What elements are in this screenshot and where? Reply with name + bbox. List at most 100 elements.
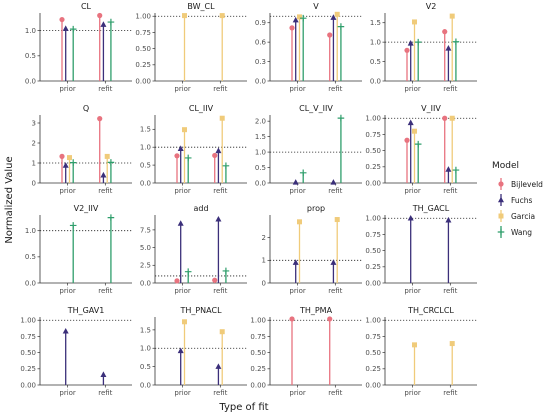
panel-cl: CL 0.0 0.5 1.0 prior refit (25, 2, 132, 93)
point-bijleveld-refit (212, 152, 218, 159)
point-garcia-refit (104, 153, 110, 159)
x-tick-label-refit: refit (98, 287, 112, 295)
panel-title: V_IIV (421, 104, 441, 113)
point-wang-refit (452, 38, 460, 46)
point-garcia-prior (412, 128, 417, 134)
y-tick-label: 0.50 (250, 349, 266, 357)
y-tick-label: 2 (262, 234, 266, 242)
y-tick-label: 0.5 (370, 58, 381, 66)
point-wang-prior (69, 159, 77, 166)
y-tick-label: 1.0 (25, 227, 36, 235)
point-bijleveld-refit (442, 115, 448, 121)
y-tick-label: 1.00 (135, 13, 151, 21)
point-garcia-prior (297, 219, 302, 225)
point-fuchs-refit (330, 259, 337, 265)
point-wang-refit (222, 267, 230, 275)
y-tick-label: 1.00 (365, 317, 381, 325)
x-axis-title: Type of fit (218, 402, 268, 413)
y-tick-label: 0.3 (255, 58, 266, 66)
y-tick-label: 1.0 (370, 39, 381, 47)
point-bijleveld-prior (289, 316, 295, 322)
y-tick-label: 0.5 (140, 162, 151, 170)
x-tick-label-prior: prior (174, 85, 191, 93)
point-garcia-prior (412, 342, 417, 348)
y-tick-label: 0.50 (365, 147, 381, 155)
x-tick-label-refit: refit (213, 85, 227, 93)
y-tick-label: 0.00 (365, 381, 381, 389)
point-fuchs-prior (292, 259, 299, 265)
point-garcia-prior (182, 13, 187, 19)
y-tick-label: 1 (262, 257, 266, 265)
legend-entries: Bijleveld Fuchs Garcia Wang (497, 178, 543, 238)
x-tick-label-prior: prior (289, 389, 306, 397)
point-fuchs-prior (407, 119, 414, 126)
x-tick-label-prior: prior (289, 187, 306, 195)
point-bijleveld-refit (327, 316, 333, 322)
point-garcia-refit (449, 115, 455, 121)
y-tick-label: 0.50 (365, 247, 381, 255)
point-bijleveld-prior (174, 153, 180, 159)
y-tick-label: 0.0 (25, 279, 36, 287)
y-tick-label: 0.00 (135, 77, 151, 85)
x-tick-label-prior: prior (404, 187, 421, 195)
point-garcia-refit (334, 11, 340, 17)
point-fuchs-refit (100, 171, 107, 178)
point-bijleveld-refit (442, 29, 448, 35)
legend-label-fuchs: Fuchs (511, 196, 533, 205)
point-wang-refit (337, 23, 345, 30)
point-garcia-refit (449, 341, 455, 347)
panel-bw-cl: BW_CL 0.00 0.25 0.50 0.75 1.00 prior refit (135, 2, 247, 93)
y-tick-label: 0.5 (255, 164, 266, 172)
point-fuchs-refit (330, 179, 337, 185)
x-tick-label-prior: prior (174, 287, 191, 295)
point-fuchs-prior (407, 40, 414, 46)
y-tick-label: 0.75 (250, 333, 266, 341)
y-tick-label: 0.0 (140, 179, 151, 187)
panel-q: Q 0 1 2 3 prior refit (32, 104, 132, 195)
y-tick-label: 0.75 (20, 333, 36, 341)
point-fuchs-prior (177, 220, 184, 226)
panel-title: V2_IIV (74, 204, 99, 213)
x-tick-label-prior: prior (59, 389, 76, 397)
point-fuchs-refit (445, 216, 452, 223)
y-tick-label: 0.0 (370, 77, 381, 85)
point-fuchs-prior (62, 327, 69, 334)
y-tick-label: 0.00 (250, 381, 266, 389)
y-tick-label: 7.5 (140, 226, 151, 234)
point-wang-refit (452, 166, 460, 174)
point-garcia-prior (297, 14, 302, 20)
y-tick-label: 0.50 (365, 349, 381, 357)
panel-title: TH_GACL (412, 204, 450, 213)
x-tick-label-prior: prior (59, 287, 76, 295)
y-tick-label: 3 (32, 119, 36, 127)
legend: Model Bijleveld Fuchs Garcia Wang (492, 161, 543, 238)
point-fuchs-prior (407, 214, 414, 221)
point-bijleveld-prior (404, 47, 410, 53)
point-fuchs-prior (62, 162, 69, 168)
legend-key-bijleveld (498, 181, 504, 187)
y-tick-label: 0.5 (140, 363, 151, 371)
panel-title: TH_GAV1 (67, 306, 105, 315)
point-garcia-refit (219, 13, 225, 19)
x-tick-label-refit: refit (328, 187, 342, 195)
y-tick-label: 1.00 (250, 317, 266, 325)
y-tick-label: 0.0 (25, 77, 36, 85)
y-tick-label: 0.25 (20, 365, 36, 373)
x-tick-label-refit: refit (443, 389, 457, 397)
x-tick-label-refit: refit (213, 187, 227, 195)
panel-title: BW_CL (187, 2, 215, 11)
x-tick-label-refit: refit (328, 389, 342, 397)
point-wang-refit (107, 214, 115, 221)
panel-title: CL_IIV (189, 104, 214, 113)
point-fuchs-refit (445, 45, 452, 51)
x-tick-label-refit: refit (328, 287, 342, 295)
x-tick-label-prior: prior (404, 389, 421, 397)
y-tick-label: 0.75 (365, 231, 381, 239)
y-tick-label: 0.25 (365, 365, 381, 373)
y-tick-label: 1.00 (20, 317, 36, 325)
legend-key-garcia (498, 213, 504, 219)
panel-title: TH_CRCLCL (407, 306, 454, 315)
point-bijleveld-refit (327, 32, 333, 38)
panel-th-gacl: TH_GACL 0.00 0.25 0.50 0.75 1.00 prior refit (365, 204, 477, 295)
point-wang-prior (69, 25, 77, 33)
